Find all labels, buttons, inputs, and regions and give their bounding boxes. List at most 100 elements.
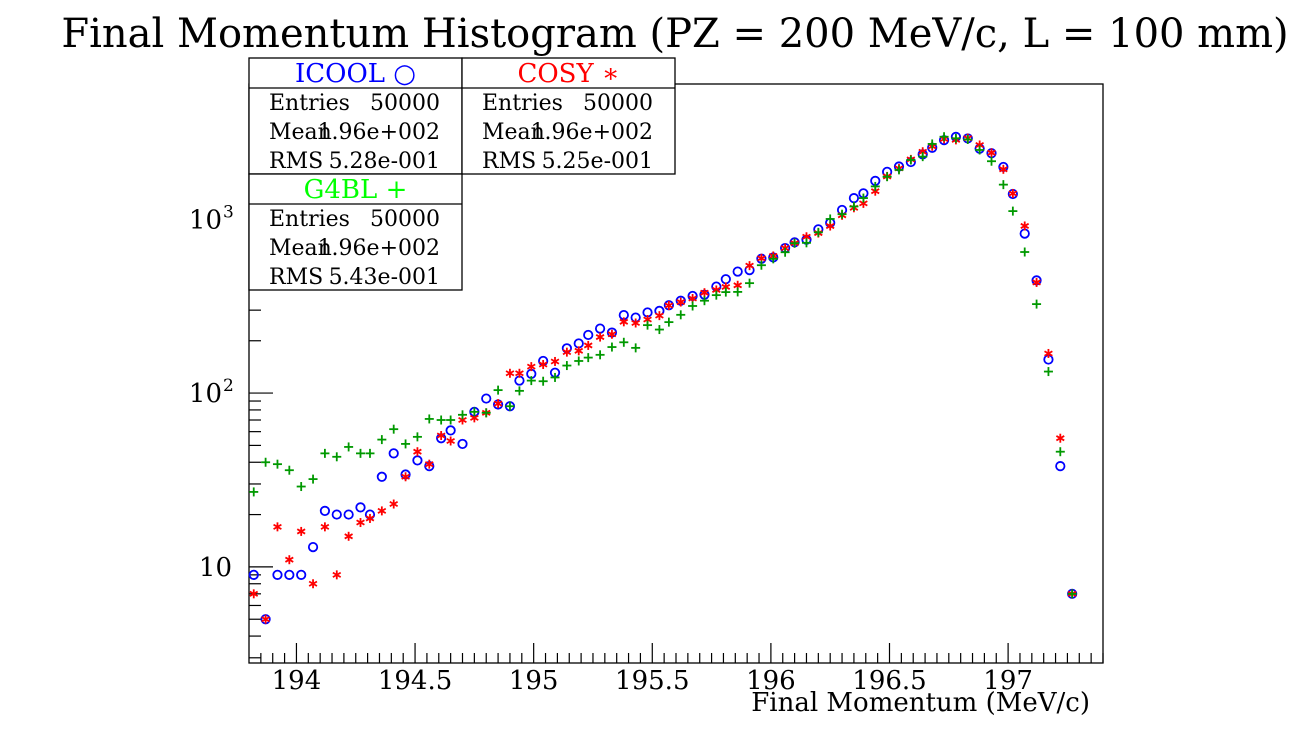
- icool-point: [284, 569, 295, 580]
- stats-label-entries: Entries: [269, 207, 350, 232]
- cosy-point: [676, 297, 686, 307]
- cosy-point: [401, 472, 410, 482]
- cosy-point-stroke: [458, 416, 467, 424]
- icool-point: [848, 193, 860, 204]
- cosy-point-stroke: [389, 500, 399, 508]
- cosy-point-stroke: [987, 149, 996, 156]
- g4bl-point: [401, 439, 411, 449]
- g4bl-point: [424, 414, 434, 424]
- icool-point: [272, 569, 283, 580]
- g4bl-point: [631, 343, 641, 353]
- cosy-point-stroke: [413, 448, 422, 455]
- stats-value-mean: 1.96e+002: [318, 120, 440, 145]
- icool-point: [343, 509, 354, 520]
- g4bl-point: [389, 424, 399, 434]
- cosy-point-stroke: [595, 334, 605, 341]
- cosy-point: [1055, 433, 1065, 443]
- icool-point: [319, 505, 331, 516]
- stats-label-rms: RMS: [269, 265, 323, 290]
- x-tick-label: 195: [509, 666, 559, 696]
- icool-point: [412, 455, 423, 466]
- cosy-point-stroke: [1008, 190, 1018, 197]
- cosy-point-stroke: [284, 556, 294, 563]
- g4bl-point: [261, 457, 271, 467]
- stats-value-mean: 1.96e+002: [318, 236, 440, 261]
- g4bl-point: [1020, 247, 1030, 257]
- g4bl-point: [538, 376, 548, 386]
- g4bl-point: [894, 165, 904, 175]
- cosy-point-stroke: [574, 347, 584, 354]
- g4bl-point: [619, 337, 629, 347]
- g4bl-point: [493, 385, 503, 395]
- icool-point: [594, 323, 606, 334]
- cosy-point-stroke: [999, 166, 1008, 173]
- stats-value-rms: 5.28e-001: [329, 149, 440, 174]
- cosy-point: [583, 340, 593, 350]
- cosy-point: [607, 329, 617, 339]
- g4bl-point: [1008, 206, 1018, 216]
- cosy-point-stroke: [631, 319, 641, 327]
- g4bl-point: [1067, 589, 1077, 599]
- g4bl-point: [664, 317, 674, 327]
- g4bl-point: [1055, 447, 1065, 457]
- cosy-point: [1032, 277, 1041, 287]
- cosy-point-stroke: [1020, 222, 1030, 229]
- cosy-point-stroke: [446, 437, 456, 445]
- cosy-point: [424, 459, 434, 469]
- cosy-point: [515, 368, 524, 378]
- cosy-point-stroke: [745, 262, 754, 269]
- stats-label-rms: RMS: [482, 149, 536, 174]
- cosy-point-stroke: [664, 302, 674, 309]
- data-markers: [248, 131, 1078, 625]
- g4bl-point: [344, 442, 354, 452]
- g4bl-point: [688, 301, 698, 311]
- g4bl-point: [711, 290, 721, 300]
- g4bl-point: [998, 180, 1008, 190]
- g4bl-point: [825, 214, 835, 224]
- icool-point: [388, 448, 399, 459]
- g4bl-point: [365, 448, 375, 458]
- cosy-point: [377, 506, 387, 516]
- stats-box-title: COSY ∗: [517, 59, 619, 89]
- cosy-point-stroke: [1044, 350, 1053, 357]
- icool-point: [307, 541, 319, 553]
- cosy-point: [413, 447, 422, 457]
- icool-point: [457, 438, 468, 450]
- g4bl-point: [249, 487, 259, 497]
- cosy-point-stroke: [505, 370, 515, 377]
- g4bl-point: [284, 465, 294, 475]
- cosy-point: [562, 347, 572, 357]
- stats-box-frame: [248, 57, 463, 175]
- stats-box-frame: [461, 57, 676, 175]
- stats-label-mean: Mean: [269, 236, 332, 261]
- cosy-point-stroke: [515, 370, 524, 377]
- cosy-point-stroke: [870, 188, 880, 195]
- icool-point: [331, 509, 342, 520]
- cosy-point-stroke: [676, 299, 686, 306]
- stats-value-rms: 5.43e-001: [329, 265, 440, 290]
- cosy-point-stroke: [757, 255, 766, 262]
- icool-point: [732, 266, 743, 277]
- icool-point: [481, 393, 492, 404]
- cosy-point-stroke: [320, 523, 330, 530]
- cosy-point-stroke: [424, 461, 434, 468]
- g4bl-point: [574, 356, 584, 366]
- cosy-point-stroke: [261, 616, 270, 623]
- cosy-point-stroke: [538, 361, 548, 368]
- x-axis-title: Final Momentum (MeV/c): [751, 688, 1090, 718]
- cosy-point-stroke: [733, 282, 743, 289]
- g4bl-point: [583, 353, 593, 363]
- stats-box-title: G4BL +: [304, 175, 408, 205]
- cosy-point-stroke: [619, 318, 629, 325]
- g4bl-point: [436, 415, 446, 425]
- g4bl-point: [987, 156, 997, 166]
- cosy-point-stroke: [562, 349, 572, 356]
- cosy-point: [538, 360, 548, 370]
- cosy-point-stroke: [655, 312, 664, 319]
- chart-title: Final Momentum Histogram (PZ = 200 MeV/c…: [61, 11, 1288, 57]
- cosy-point-stroke: [1055, 435, 1065, 442]
